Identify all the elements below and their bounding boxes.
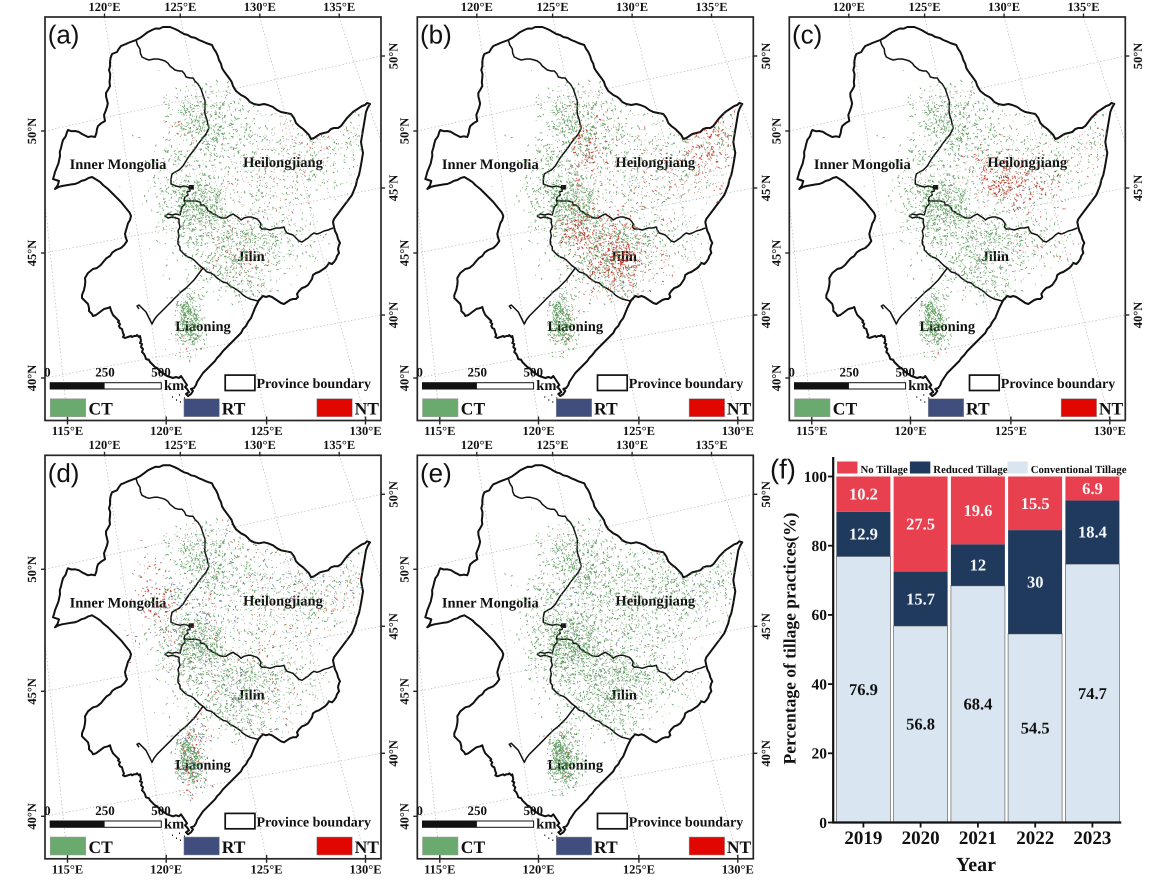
svg-text:(b): (b) bbox=[420, 20, 452, 50]
svg-text:Year: Year bbox=[956, 854, 996, 876]
svg-text:12: 12 bbox=[970, 556, 987, 575]
svg-text:60: 60 bbox=[812, 607, 828, 624]
svg-text:2021: 2021 bbox=[959, 828, 997, 849]
svg-text:15.7: 15.7 bbox=[906, 589, 935, 608]
svg-text:80: 80 bbox=[812, 538, 828, 555]
svg-text:15.5: 15.5 bbox=[1021, 494, 1050, 513]
svg-text:(d): (d) bbox=[48, 458, 80, 488]
svg-text:20: 20 bbox=[812, 746, 828, 763]
svg-text:19.6: 19.6 bbox=[963, 501, 992, 520]
svg-text:76.9: 76.9 bbox=[849, 680, 878, 699]
svg-text:No Tillage: No Tillage bbox=[861, 464, 909, 476]
svg-text:12.9: 12.9 bbox=[849, 525, 878, 544]
svg-text:(a): (a) bbox=[48, 20, 80, 50]
svg-text:30: 30 bbox=[1027, 573, 1044, 592]
svg-text:40: 40 bbox=[812, 676, 828, 693]
svg-text:2023: 2023 bbox=[1073, 828, 1111, 849]
svg-text:2022: 2022 bbox=[1016, 828, 1054, 849]
svg-text:Percentage of tillage practice: Percentage of tillage practices(%) bbox=[780, 512, 800, 764]
svg-text:68.4: 68.4 bbox=[963, 695, 992, 714]
svg-text:56.8: 56.8 bbox=[906, 715, 935, 734]
svg-text:10.2: 10.2 bbox=[849, 485, 878, 504]
svg-text:2019: 2019 bbox=[844, 828, 882, 849]
svg-text:(e): (e) bbox=[420, 458, 452, 488]
svg-text:100: 100 bbox=[804, 469, 828, 486]
svg-text:54.5: 54.5 bbox=[1021, 719, 1050, 738]
svg-text:0: 0 bbox=[819, 815, 827, 832]
svg-text:(f): (f) bbox=[770, 454, 796, 485]
svg-text:Conventional Tillage: Conventional Tillage bbox=[1031, 464, 1127, 476]
svg-text:27.5: 27.5 bbox=[906, 515, 935, 534]
svg-text:Reduced Tillage: Reduced Tillage bbox=[933, 464, 1007, 476]
svg-text:74.7: 74.7 bbox=[1078, 684, 1107, 703]
svg-text:(c): (c) bbox=[792, 20, 822, 50]
svg-text:2020: 2020 bbox=[902, 828, 940, 849]
svg-text:6.9: 6.9 bbox=[1082, 479, 1103, 498]
svg-text:18.4: 18.4 bbox=[1078, 523, 1107, 542]
